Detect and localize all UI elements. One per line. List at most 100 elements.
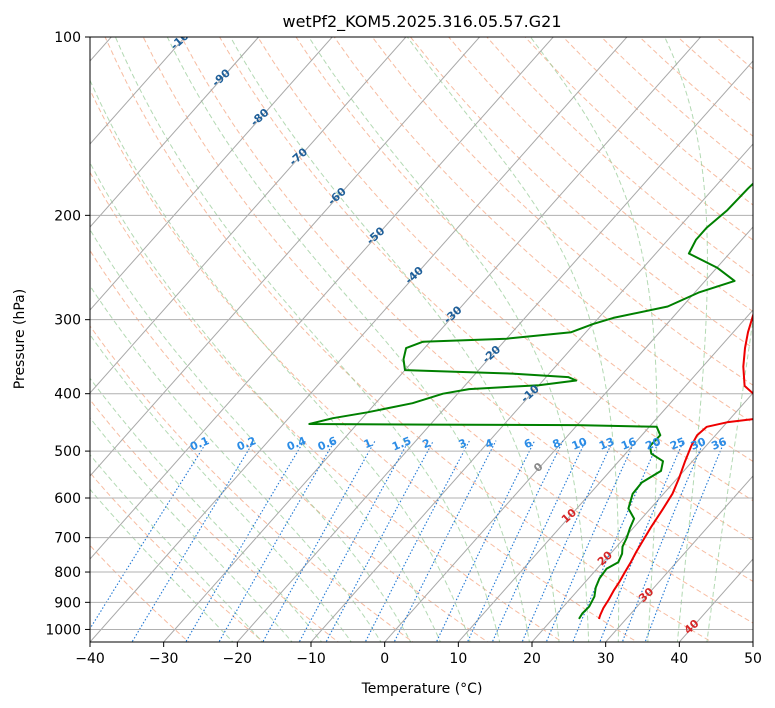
isotherm-line — [90, 37, 628, 642]
y-tick-label: 100 — [54, 30, 81, 46]
x-tick-label: 40 — [670, 651, 688, 667]
isotherm-line — [90, 37, 554, 560]
mixing-ratio-label: 2 — [420, 436, 432, 451]
x-tick-label: 10 — [449, 651, 467, 667]
dry-adiabat-line — [90, 398, 340, 642]
mixing-ratio-line — [325, 440, 434, 642]
dry-adiabat-line — [180, 37, 753, 582]
isotherm-line — [457, 309, 753, 642]
isotherms — [90, 37, 753, 642]
x-tick-label: 50 — [744, 651, 762, 667]
plot-frame — [89, 36, 754, 643]
mixing-ratio-label: 30 — [689, 435, 708, 453]
dry-adiabat-line — [219, 37, 753, 542]
mixing-ratio-line — [545, 440, 636, 642]
moist-adiabat-line — [530, 37, 658, 642]
dry-adiabat-line — [90, 325, 414, 642]
isotherm-line — [90, 37, 333, 311]
dry-adiabat-line — [90, 171, 564, 642]
sounding-profiles — [308, 182, 753, 620]
mixing-ratio-label: 8 — [551, 436, 563, 451]
y-tick-label: 300 — [54, 313, 81, 329]
x-tick-label: 20 — [523, 651, 541, 667]
dry-adiabat-line — [90, 249, 489, 642]
isotherm-line — [90, 37, 407, 394]
mixing-ratio-line — [298, 440, 410, 642]
mixing-ratio-label: 25 — [668, 435, 687, 453]
isotherm-line — [162, 37, 702, 642]
mixing-ratio-line — [185, 440, 305, 642]
isotherm-label: -100 — [168, 24, 197, 52]
isotherm-line — [90, 37, 260, 228]
moist-adiabat-line — [90, 79, 471, 642]
x-tick-label: 0 — [380, 651, 389, 667]
moist-adiabat-line — [90, 377, 323, 642]
dry-adiabat-line — [562, 37, 753, 206]
y-tick-label: 200 — [54, 208, 81, 224]
moist-adiabat-line — [90, 228, 412, 642]
dry-adiabat-line — [257, 37, 753, 502]
moist-adiabat-line — [90, 333, 352, 642]
moist-adiabat-line — [230, 37, 560, 642]
sounding-line — [597, 312, 753, 620]
y-tick-label: 800 — [54, 565, 81, 581]
isotherm-line — [752, 641, 753, 642]
isobars — [90, 37, 753, 630]
mixing-ratio-label: 16 — [619, 435, 638, 453]
x-axis-label: Temperature (°C) — [361, 681, 483, 697]
mixing-ratio-line — [521, 440, 614, 642]
isotherm-line — [678, 558, 753, 642]
mixing-ratio-line — [572, 440, 660, 642]
mixing-ratio-label: 20 — [644, 435, 663, 453]
dry-adiabat-line — [448, 37, 753, 313]
dry-adiabat-line — [90, 88, 638, 642]
isotherm-line — [604, 475, 753, 642]
dry-adiabat-line — [333, 37, 753, 424]
mixing-ratio-line — [218, 440, 336, 642]
mixing-ratio-line — [131, 440, 255, 642]
dry-adiabat-line — [410, 37, 753, 349]
moist-adiabat-line — [90, 161, 441, 642]
y-axis-label: Pressure (hPa) — [12, 289, 28, 389]
dry-adiabat-line — [486, 37, 753, 277]
x-tick-label: 30 — [597, 651, 615, 667]
x-tick-label: −30 — [149, 651, 179, 667]
mixing-ratio-line — [393, 440, 497, 642]
y-tick-label: 600 — [54, 491, 81, 507]
moist-adiabat-line — [90, 453, 264, 642]
dry-adiabats — [90, 37, 775, 644]
background-line-labels: 0.1 0.2 0.4 0.6 1 1.5 2 3 4 6 8 10 13 16 20 25 30 36-100-… — [168, 24, 729, 637]
isotherm-line — [383, 226, 753, 642]
mixing-ratio-label: 36 — [709, 435, 728, 453]
chart-title: wetPf2_KOM5.2025.316.05.57.G21 — [282, 12, 561, 32]
dry-adiabat-line — [90, 471, 265, 642]
y-tick-label: 900 — [54, 595, 81, 611]
mixing-ratio-label: 6 — [522, 436, 534, 451]
mixing-ratio-line — [262, 440, 376, 642]
mixing-ratio-line — [435, 440, 536, 642]
dry-adiabat-line — [639, 37, 753, 137]
y-tick-label: 400 — [54, 387, 81, 403]
plot-area: 0.1 0.2 0.4 0.6 1 1.5 2 3 4 6 8 10 13 16 20 25 30 36-100-… — [90, 24, 775, 644]
isotherm-line — [310, 143, 753, 642]
mixing-ratio-line — [599, 440, 685, 642]
dry-adiabat-line — [295, 37, 753, 462]
mixing-ratio-label: 10 — [570, 435, 589, 453]
moist-adiabat-line — [90, 284, 382, 642]
dry-adiabat-line — [524, 37, 753, 241]
y-tick-label: 700 — [54, 531, 81, 547]
mixing-ratio-lines — [90, 440, 726, 642]
dry-adiabat-line — [601, 37, 753, 172]
mixing-ratio-line — [644, 440, 726, 642]
isotherm-line — [236, 60, 753, 642]
mixing-ratio-line — [90, 440, 209, 630]
sounding-line — [308, 182, 753, 620]
mixing-ratio-label: 13 — [597, 435, 616, 453]
dry-adiabat-line — [754, 37, 775, 644]
isotherm-line — [90, 37, 481, 477]
y-tick-label: 1000 — [45, 622, 81, 638]
x-tick-label: −20 — [223, 651, 253, 667]
y-axis-ticks: 100 200 300 400 500 600 700 800 900 1000 — [45, 30, 90, 638]
mixing-ratio-line — [364, 440, 471, 642]
mixing-ratio-label: 4 — [483, 436, 495, 451]
